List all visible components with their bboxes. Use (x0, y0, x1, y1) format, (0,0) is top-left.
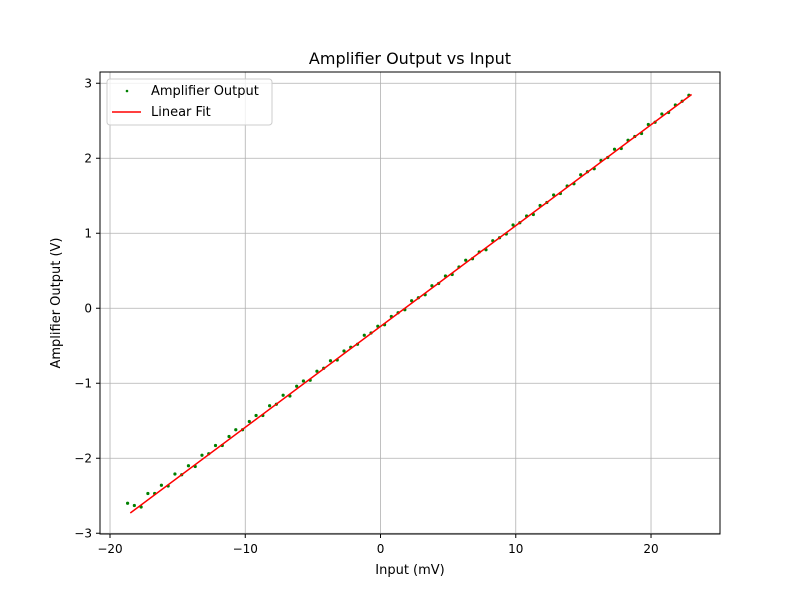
scatter-point (315, 369, 319, 373)
scatter-point (430, 284, 434, 288)
scatter-point (612, 147, 617, 151)
scatter-point (295, 384, 299, 388)
legend-box (106, 78, 273, 126)
scatter-point (146, 491, 150, 496)
y-axis-label: Amplifier Output (V) (49, 237, 64, 368)
scatter-point (227, 434, 231, 439)
scatter-point (247, 419, 251, 424)
scatter-point (159, 483, 164, 487)
scatter-point (132, 503, 136, 508)
data-marks (125, 93, 693, 514)
scatter-point (186, 464, 191, 468)
scatter-point (660, 112, 664, 116)
y-tick-label: 3 (84, 76, 92, 90)
scatter-point (410, 299, 414, 303)
legend-marker-scatter (125, 89, 129, 93)
legend: Amplifier Output Linear Fit (106, 78, 273, 126)
scatter-point (173, 472, 177, 476)
x-axis-label: Input (mV) (375, 563, 445, 578)
x-tick-label: 20 (643, 542, 658, 556)
scatter-point (301, 379, 306, 383)
x-tick-label: −20 (97, 542, 122, 556)
scatter-point (213, 443, 218, 448)
scatter-point (328, 359, 333, 363)
legend-label-line: Linear Fit (151, 105, 211, 120)
x-tick-label: −10 (233, 542, 258, 556)
scatter-point (362, 333, 366, 337)
legend-label-scatter: Amplifier Output (151, 84, 259, 99)
scatter-point (511, 223, 515, 227)
scatter-point (234, 428, 238, 432)
scatter-point (125, 501, 130, 505)
scatter-point (268, 404, 272, 408)
chart-title: Amplifier Output vs Input (309, 49, 511, 68)
y-tick-label: −2 (74, 451, 92, 465)
scatter-point (281, 393, 285, 397)
y-tick-label: 1 (84, 226, 92, 240)
scatter-point (342, 349, 346, 353)
grid (100, 72, 720, 534)
linear-fit-line (129, 93, 693, 514)
y-tick-label: 2 (84, 151, 92, 165)
plot-frame (99, 71, 721, 535)
scatter-point (552, 193, 556, 197)
y-tick-label: 0 (84, 301, 92, 315)
scatter-point (579, 173, 583, 177)
x-tick-label: 10 (508, 542, 523, 556)
y-tick-label: −1 (74, 376, 92, 390)
scatter-point (200, 453, 204, 457)
y-tick-label: −3 (74, 526, 92, 540)
scatter-point (464, 258, 468, 262)
scatter-point (254, 413, 258, 418)
x-tick-label: 0 (377, 542, 385, 556)
